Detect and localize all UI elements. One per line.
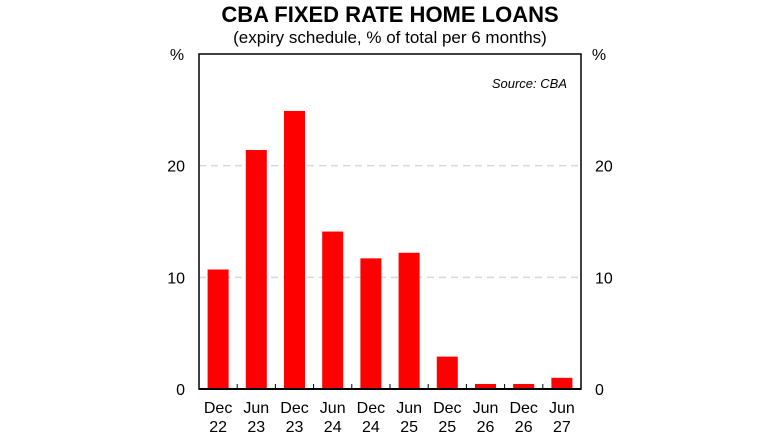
x-tick-label: 23 — [286, 419, 304, 436]
bar-jun-24 — [322, 231, 344, 389]
y-axis-unit-left: % — [170, 47, 184, 64]
x-tick-label: Dec — [433, 400, 461, 417]
x-tick-label: 26 — [477, 419, 495, 436]
bar-jun-25 — [398, 252, 420, 389]
y-tick-label-right: 10 — [595, 270, 613, 287]
x-tick-label: Dec — [204, 400, 232, 417]
x-tick-label: 23 — [247, 419, 265, 436]
x-tick-label: Dec — [280, 400, 308, 417]
y-axis-unit-right: % — [592, 47, 606, 64]
y-tick-label-right: 20 — [595, 159, 613, 176]
x-tick-label: 22 — [209, 419, 227, 436]
x-tick-label: Jun — [473, 400, 499, 417]
x-tick-label: Jun — [396, 400, 422, 417]
chart-subtitle: (expiry schedule, % of total per 6 month… — [233, 28, 547, 47]
bar-dec-26 — [513, 383, 535, 389]
chart-title: CBA FIXED RATE HOME LOANS — [221, 2, 559, 27]
y-tick-label-left: 0 — [176, 382, 185, 399]
x-tick-label: 27 — [553, 419, 571, 436]
bar-dec-22 — [207, 269, 229, 389]
y-tick-label-right: 0 — [595, 382, 604, 399]
x-tick-label: 24 — [362, 419, 380, 436]
x-tick-label: Jun — [549, 400, 575, 417]
bar-jun-23 — [245, 150, 267, 389]
x-tick-label: Jun — [320, 400, 346, 417]
x-tick-label: 24 — [324, 419, 342, 436]
bar-dec-25 — [436, 356, 458, 389]
y-tick-label-left: 20 — [167, 159, 185, 176]
y-tick-label-left: 10 — [167, 270, 185, 287]
x-tick-label: 25 — [438, 419, 456, 436]
bar-jun-26 — [474, 383, 497, 389]
x-tick-label: Dec — [509, 400, 537, 417]
bar-dec-23 — [283, 110, 306, 389]
bar-dec-24 — [360, 258, 382, 389]
x-tick-label: 26 — [515, 419, 533, 436]
x-tick-label: 25 — [400, 419, 418, 436]
x-tick-label: Jun — [243, 400, 269, 417]
bar-jun-27 — [551, 377, 573, 389]
source-annotation: Source: CBA — [492, 76, 567, 91]
x-tick-label: Dec — [357, 400, 385, 417]
